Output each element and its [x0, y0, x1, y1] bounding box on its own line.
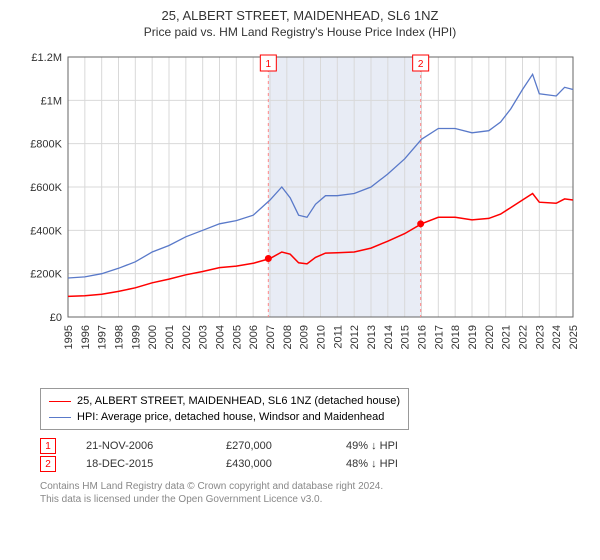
svg-text:£200K: £200K	[30, 269, 62, 281]
footer-attribution: Contains HM Land Registry data © Crown c…	[40, 480, 582, 506]
svg-text:2008: 2008	[282, 325, 294, 349]
sale-price: £430,000	[226, 458, 316, 470]
svg-text:2021: 2021	[501, 325, 513, 349]
chart-svg: £0 £200K £400K £600K £800K £1M £1.2M 1995 1996 19…	[18, 47, 578, 377]
svg-text:2014: 2014	[383, 325, 395, 349]
svg-text:2017: 2017	[433, 325, 445, 349]
svg-text:2005: 2005	[231, 325, 243, 349]
svg-text:1998: 1998	[114, 325, 126, 349]
chart-plot: £0 £200K £400K £600K £800K £1M £1.2M 1995 1996 19…	[18, 47, 582, 382]
sale-date: 21-NOV-2006	[86, 440, 196, 452]
svg-text:1997: 1997	[97, 325, 109, 349]
chart-container: 25, ALBERT STREET, MAIDENHEAD, SL6 1NZ P…	[0, 0, 600, 506]
chart-title-address: 25, ALBERT STREET, MAIDENHEAD, SL6 1NZ	[0, 8, 600, 23]
svg-text:2020: 2020	[484, 325, 496, 349]
svg-text:£400K: £400K	[30, 225, 62, 237]
legend-row: HPI: Average price, detached house, Wind…	[49, 409, 400, 425]
legend-swatch	[49, 417, 71, 418]
footer-line2: This data is licensed under the Open Gov…	[40, 493, 582, 506]
svg-text:2013: 2013	[366, 325, 378, 349]
sale-price: £270,000	[226, 440, 316, 452]
legend-swatch	[49, 401, 71, 402]
sale-vs-hpi: 49% ↓ HPI	[346, 440, 398, 452]
sales-table: 1 21-NOV-2006 £270,000 49% ↓ HPI 2 18-DEC-201…	[40, 438, 582, 472]
svg-text:£1.2M: £1.2M	[31, 52, 62, 64]
svg-text:2015: 2015	[400, 325, 412, 349]
svg-text:£800K: £800K	[30, 139, 62, 151]
svg-text:2024: 2024	[551, 325, 563, 349]
svg-text:2: 2	[418, 59, 424, 70]
svg-text:2018: 2018	[450, 325, 462, 349]
svg-text:2023: 2023	[534, 325, 546, 349]
chart-subtitle: Price paid vs. HM Land Registry's House …	[0, 25, 600, 39]
svg-text:1: 1	[266, 59, 272, 70]
sale-vs-hpi: 48% ↓ HPI	[346, 458, 398, 470]
legend-label: 25, ALBERT STREET, MAIDENHEAD, SL6 1NZ (…	[77, 393, 400, 409]
svg-text:1995: 1995	[63, 325, 75, 349]
svg-text:2019: 2019	[467, 325, 479, 349]
svg-text:2011: 2011	[332, 325, 344, 349]
svg-text:2009: 2009	[299, 325, 311, 349]
sale-row: 2 18-DEC-2015 £430,000 48% ↓ HPI	[40, 456, 582, 472]
sale-date: 18-DEC-2015	[86, 458, 196, 470]
svg-text:£600K: £600K	[30, 182, 62, 194]
svg-text:1999: 1999	[130, 325, 142, 349]
sale-marker: 2	[40, 456, 56, 472]
svg-text:2001: 2001	[164, 325, 176, 349]
svg-text:2025: 2025	[568, 325, 578, 349]
title-area: 25, ALBERT STREET, MAIDENHEAD, SL6 1NZ P…	[0, 0, 600, 43]
footer-line1: Contains HM Land Registry data © Crown c…	[40, 480, 582, 493]
sale-row: 1 21-NOV-2006 £270,000 49% ↓ HPI	[40, 438, 582, 454]
sale-marker: 1	[40, 438, 56, 454]
legend-row: 25, ALBERT STREET, MAIDENHEAD, SL6 1NZ (…	[49, 393, 400, 409]
svg-text:2022: 2022	[518, 325, 530, 349]
svg-text:£0: £0	[50, 312, 62, 324]
legend-label: HPI: Average price, detached house, Wind…	[77, 409, 384, 425]
svg-text:£1M: £1M	[41, 95, 62, 107]
svg-text:2012: 2012	[349, 325, 361, 349]
svg-text:2000: 2000	[147, 325, 159, 349]
svg-text:2016: 2016	[417, 325, 429, 349]
svg-text:2002: 2002	[181, 325, 193, 349]
svg-text:2003: 2003	[198, 325, 210, 349]
svg-text:2006: 2006	[248, 325, 260, 349]
legend: 25, ALBERT STREET, MAIDENHEAD, SL6 1NZ (…	[40, 388, 409, 430]
svg-text:1996: 1996	[80, 325, 92, 349]
svg-text:2010: 2010	[316, 325, 328, 349]
svg-text:2007: 2007	[265, 325, 277, 349]
svg-text:2004: 2004	[215, 325, 227, 349]
